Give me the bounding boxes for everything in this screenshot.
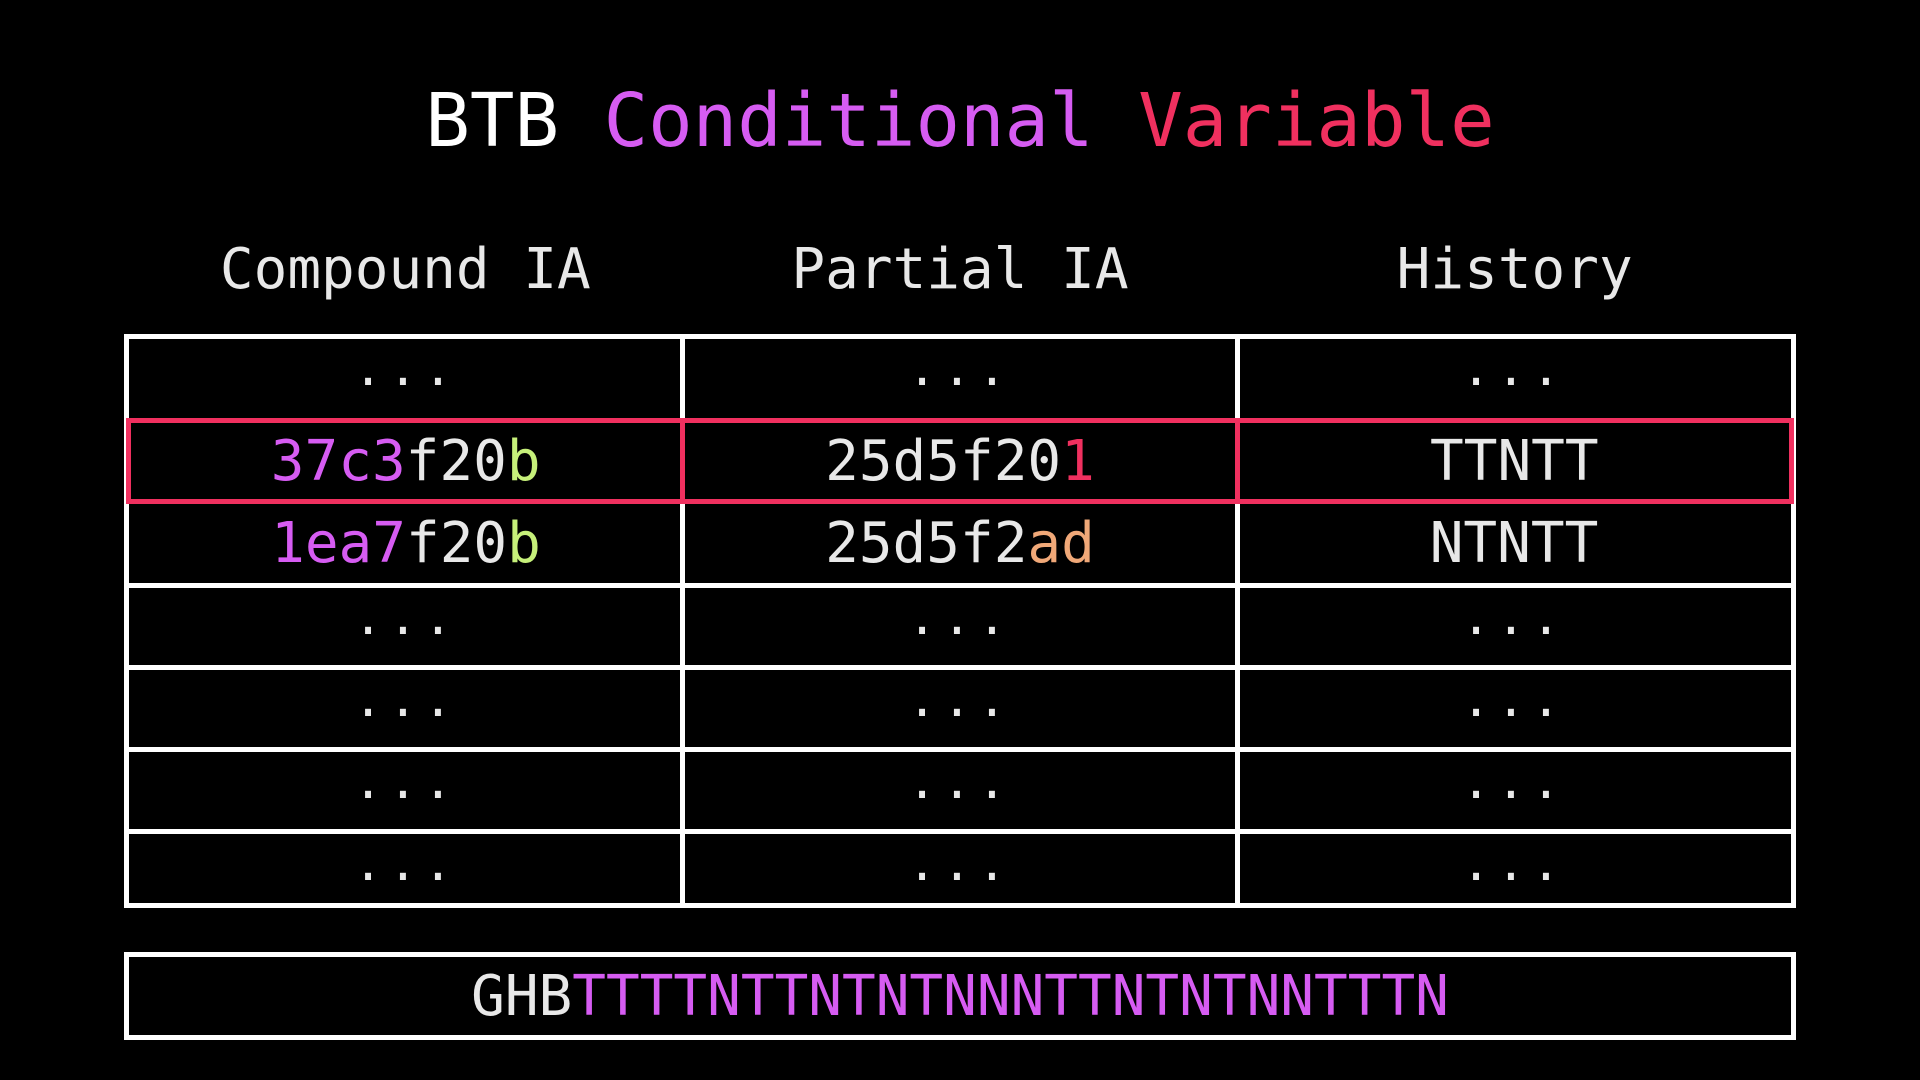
highlight-divider xyxy=(1234,423,1240,499)
btb-table: ... ... ... 37c3 f20 b 25d5f20 1 TTNTT 1ea7… xyxy=(124,334,1796,908)
column-header-history: History xyxy=(1396,237,1633,302)
page-title: BTB Conditional Variable xyxy=(0,76,1920,166)
table-row: ... ... ... xyxy=(129,752,1791,829)
ellipsis-cell: ... xyxy=(907,590,1013,646)
compound-ia-suffix: b xyxy=(506,428,541,494)
partial-ia-cell: 25d5f20 1 xyxy=(685,423,1234,499)
ellipsis-cell: ... xyxy=(353,341,459,397)
column-header-compound-ia: Compound IA xyxy=(219,237,591,302)
highlighted-entry-row: 37c3 f20 b 25d5f20 1 TTNTT xyxy=(126,418,1794,504)
table-row: ... ... ... xyxy=(129,339,1791,418)
title-conditional: Conditional xyxy=(603,78,1094,164)
ellipsis-cell: ... xyxy=(907,754,1013,810)
row-divider xyxy=(129,583,1791,588)
compound-ia-prefix: 37c3 xyxy=(270,428,406,494)
title-variable: Variable xyxy=(1138,78,1495,164)
ellipsis-cell: ... xyxy=(353,754,459,810)
ghb-value: TTTTNTTNTNTNNNTTNTNTNNTTTN xyxy=(572,963,1449,1029)
column-divider xyxy=(680,339,685,903)
partial-ia-prefix: 25d5f20 xyxy=(825,428,1062,494)
compound-ia-prefix: 1ea7 xyxy=(271,511,406,576)
ellipsis-cell: ... xyxy=(907,672,1013,728)
ellipsis-cell: ... xyxy=(1461,590,1567,646)
partial-ia-suffix: 1 xyxy=(1061,428,1095,494)
compound-ia-mid: f20 xyxy=(405,428,507,494)
ellipsis-cell: ... xyxy=(907,836,1013,892)
compound-ia-cell: 37c3 f20 b xyxy=(131,423,680,499)
ellipsis-cell: ... xyxy=(353,590,459,646)
table-row: ... ... ... xyxy=(129,670,1791,747)
table-row: ... ... ... xyxy=(129,588,1791,665)
table-row: 1ea7 f20 b 25d5f2 ad NTNTT xyxy=(129,504,1791,583)
partial-ia-prefix: 25d5f2 xyxy=(825,511,1028,576)
ghb-box: GHB TTTTNTTNTNTNNNTTNTNTNNTTTN xyxy=(124,952,1796,1040)
ellipsis-cell: ... xyxy=(1461,672,1567,728)
compound-ia-mid: f20 xyxy=(405,511,508,576)
title-btb: BTB xyxy=(425,78,560,164)
column-divider xyxy=(1235,339,1240,903)
ellipsis-cell: ... xyxy=(353,672,459,728)
ellipsis-cell: ... xyxy=(1461,754,1567,810)
history-cell: TTNTT xyxy=(1430,428,1599,494)
ellipsis-cell: ... xyxy=(1461,341,1567,397)
table-row: ... ... ... xyxy=(129,834,1791,908)
ellipsis-cell: ... xyxy=(353,836,459,892)
highlight-divider xyxy=(680,423,686,499)
compound-ia-cell: 1ea7 f20 b xyxy=(129,504,683,583)
row-divider xyxy=(129,747,1791,752)
compound-ia-suffix: b xyxy=(507,511,541,576)
ellipsis-cell: ... xyxy=(907,341,1013,397)
partial-ia-cell: 25d5f2 ad xyxy=(683,504,1237,583)
column-header-partial-ia: Partial IA xyxy=(791,237,1129,302)
ellipsis-cell: ... xyxy=(1461,836,1567,892)
row-divider xyxy=(129,665,1791,670)
ghb-label: GHB xyxy=(471,963,573,1029)
history-cell: NTNTT xyxy=(1429,511,1599,576)
partial-ia-suffix: ad xyxy=(1027,511,1095,576)
column-headers: Compound IA Partial IA History xyxy=(128,230,1792,310)
row-divider xyxy=(129,829,1791,834)
